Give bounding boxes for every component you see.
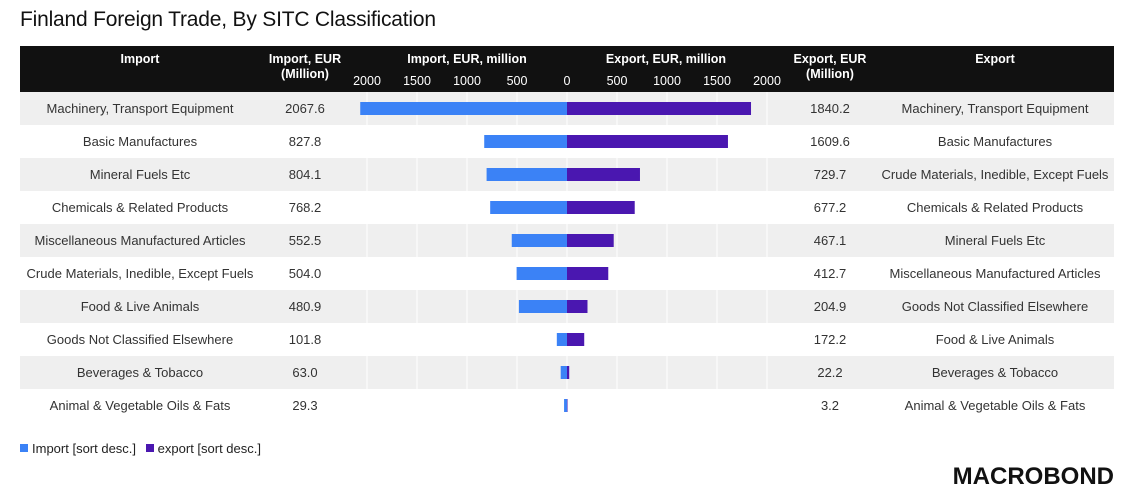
header-import-axis: Import, EUR, million [407, 52, 527, 66]
legend-export-label: export [sort desc.] [157, 441, 261, 456]
legend-export: export [sort desc.] [145, 441, 261, 456]
import-value: 768.2 [288, 200, 322, 215]
brand-text: MACROBOND [953, 463, 1114, 490]
import-value: 480.9 [288, 299, 322, 314]
import-label: Basic Manufactures [82, 134, 198, 149]
header-export-value: Export, EUR (Million) [793, 52, 867, 81]
bar-import [360, 102, 567, 115]
export-label: Goods Not Classified Elsewhere [901, 299, 1089, 314]
export-label: Beverages & Tobacco [931, 365, 1059, 380]
bar-import [560, 366, 567, 379]
export-value: 3.2 [820, 398, 840, 413]
import-label: Food & Live Animals [80, 299, 200, 314]
bar-export [567, 135, 728, 148]
import-label: Crude Materials, Inedible, Except Fuels [26, 266, 254, 281]
import-value: 63.0 [292, 365, 318, 380]
export-value: 22.2 [817, 365, 843, 380]
axis-tick-import: 2000 [353, 74, 381, 88]
header-import: Import [120, 52, 160, 66]
bar-export [567, 366, 570, 379]
import-value: 827.8 [288, 134, 322, 149]
export-value: 729.7 [813, 167, 847, 182]
import-value: 2067.6 [285, 101, 325, 116]
import-label: Goods Not Classified Elsewhere [46, 332, 234, 347]
bar-export [567, 201, 635, 214]
export-value: 1840.2 [810, 101, 850, 116]
export-label: Miscellaneous Manufactured Articles [889, 266, 1101, 281]
bar-import [516, 267, 567, 280]
import-label: Chemicals & Related Products [51, 200, 229, 215]
export-label: Crude Materials, Inedible, Except Fuels [881, 167, 1109, 182]
table-row: Basic Manufactures 827.8 1609.6 Basic Manuf… [20, 125, 1114, 158]
table-row: Goods Not Classified Elsewhere 101.8 172.2… [20, 323, 1114, 356]
export-label: Mineral Fuels Etc [944, 233, 1046, 248]
header-export: Export [975, 52, 1015, 66]
import-label: Animal & Vegetable Oils & Fats [49, 398, 231, 413]
table-row: Chemicals & Related Products 768.2 677.2 Ch… [20, 191, 1114, 224]
export-value: 1609.6 [810, 134, 850, 149]
import-label: Beverages & Tobacco [76, 365, 204, 380]
bar-export [567, 102, 752, 115]
bar-import [518, 300, 567, 313]
bar-export [567, 234, 614, 247]
bar-export [567, 168, 640, 181]
import-label: Machinery, Transport Equipment [46, 101, 234, 116]
axis-tick-export: 500 [606, 74, 628, 88]
table-row: Animal & Vegetable Oils & Fats 29.3 3.2 Ani… [20, 389, 1114, 422]
chart-title: Finland Foreign Trade, By SITC Classific… [20, 8, 436, 31]
export-value: 172.2 [813, 332, 847, 347]
export-value: 204.9 [813, 299, 847, 314]
header-export-axis: Export, EUR, million [605, 52, 727, 66]
bar-import [564, 399, 567, 412]
export-label: Machinery, Transport Equipment [901, 101, 1089, 116]
import-value: 29.3 [292, 398, 318, 413]
legend-import-swatch [20, 444, 28, 452]
import-value: 504.0 [288, 266, 322, 281]
export-label: Basic Manufactures [937, 134, 1053, 149]
bar-export [567, 267, 609, 280]
export-label: Chemicals & Related Products [906, 200, 1084, 215]
legend-export-swatch [145, 444, 154, 452]
bar-import [511, 234, 567, 247]
axis-tick-import: 0 [563, 74, 571, 88]
bar-import [490, 201, 567, 214]
bar-export [567, 300, 588, 313]
bar-export [567, 333, 585, 346]
bar-export [567, 399, 568, 412]
table-row: Crude Materials, Inedible, Except Fuels 5… [20, 257, 1114, 290]
export-value: 677.2 [813, 200, 847, 215]
macrobond-logo: MACROBOND [914, 462, 1114, 495]
import-value: 804.1 [288, 167, 322, 182]
export-label: Animal & Vegetable Oils & Fats [904, 398, 1086, 413]
import-value: 552.5 [288, 233, 322, 248]
axis-tick-import: 500 [506, 74, 528, 88]
export-label: Food & Live Animals [935, 332, 1055, 347]
axis-tick-import: 1500 [403, 74, 431, 88]
import-value: 101.8 [288, 332, 322, 347]
import-label: Mineral Fuels Etc [89, 167, 191, 182]
axis-tick-export: 1500 [703, 74, 731, 88]
axis-tick-export: 1000 [653, 74, 681, 88]
export-value: 412.7 [813, 266, 847, 281]
import-label: Miscellaneous Manufactured Articles [34, 233, 246, 248]
bar-import [486, 168, 567, 181]
bar-import [484, 135, 567, 148]
legend-import: Import [sort desc.] [20, 441, 136, 456]
legend: Import [sort desc.] export [sort desc.] [20, 441, 267, 456]
header-import-value: Import, EUR (Million) [268, 52, 342, 81]
axis-tick-import: 1000 [453, 74, 481, 88]
table-header: Import Import, EUR (Million) Import, EUR… [20, 46, 1114, 92]
export-value: 467.1 [813, 233, 847, 248]
bar-import [556, 333, 567, 346]
legend-import-label: Import [sort desc.] [32, 441, 137, 456]
axis-tick-export: 2000 [753, 74, 781, 88]
